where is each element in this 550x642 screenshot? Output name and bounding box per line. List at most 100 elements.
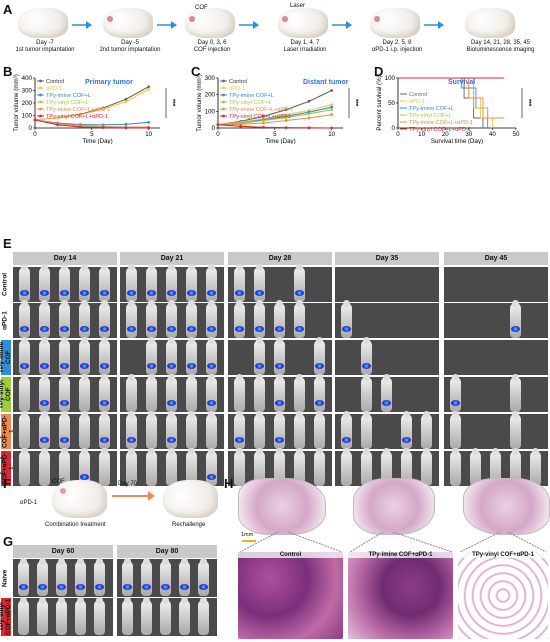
mouse-image [99,337,110,375]
mouse-image [314,411,325,449]
day-header: Day 35 [335,252,439,265]
mouse-image [99,264,110,302]
bioluminescence-signal [147,363,156,369]
mouse-image [294,374,305,412]
mouse-image [59,411,70,449]
chart-title: Primary tumor [85,79,133,86]
bioluminescence-signal [511,326,520,332]
mouse-image [79,337,90,375]
timeline-day: Day 1, 4, 7 [290,40,320,46]
timeline-event: Bioluminescence imaging [466,46,535,53]
bioluminescence-signal [275,326,284,332]
mouse-illustration-rechallenge [163,480,218,518]
data-point [101,107,105,111]
day-header: Day 45 [444,252,548,265]
data-point [262,119,265,122]
imaging-cell [444,340,548,375]
mouse-image [450,411,461,449]
mouse-image [421,411,432,449]
mouse-image [510,448,521,486]
mouse-image [198,597,209,635]
mouse-image [206,264,217,302]
mouse-image [141,597,152,635]
mouse-image [37,558,48,596]
panel-label-b: B [3,64,13,79]
mouse-image [254,264,265,302]
arrow-head [438,21,444,29]
mouse-image [79,300,90,338]
bioluminescence-signal [207,474,216,480]
day-70-label: Day 70 [118,481,138,487]
mouse-image [490,448,501,486]
legend-marker [222,100,225,104]
mouse-image [274,374,285,412]
data-point [284,119,288,122]
mouse-image [341,411,352,449]
data-point [262,125,265,129]
legend-marker [39,79,42,83]
mouse-image [39,411,50,449]
mouse-image [254,300,265,338]
bioluminescence-signal [180,584,189,590]
x-tick-label: 0 [33,131,37,138]
imaging-cell [335,340,439,375]
bioluminescence-signal [207,363,216,369]
mouse-image [126,300,137,338]
mouse-image [186,337,197,375]
tumor-spot [189,16,195,22]
bioluminescence-signal [167,290,176,296]
mouse-image [314,337,325,375]
bioluminescence-signal [60,437,69,443]
x-tick-label: 10 [145,131,152,138]
scale-bar-label: 1mm [241,532,254,538]
data-point [330,89,334,92]
x-tick-label: 5 [90,131,94,138]
row-label: αPD-1 [1,303,11,338]
data-point [330,103,334,107]
y-axis-label: Tumor volume (mm³) [13,74,20,132]
bioluminescence-signal [60,290,69,296]
mouse-image [274,337,285,375]
mouse-image [99,411,110,449]
hist-label-vinyl: TPy-vinyl COF+αPD-1 [458,552,548,558]
legend-marker [39,86,42,90]
data-point [330,126,334,130]
bioluminescence-signal [100,400,109,406]
bioluminescence-signal [40,437,49,443]
x-tick-label: 5 [273,131,277,138]
bioluminescence-signal [147,326,156,332]
bioluminescence-signal [199,584,208,590]
mouse-image [530,448,541,486]
y-tick-label: 100 [22,113,33,120]
imaging-cell [228,267,332,302]
significance-label: *** [525,99,532,107]
panel-label-c: C [191,64,201,79]
bioluminescence-signal [255,363,264,369]
data-point [79,125,82,129]
mouse-image [179,558,190,596]
legend-marker [222,93,225,97]
bioluminescence-signal [123,584,132,590]
data-point [330,108,334,112]
data-point [284,108,288,112]
mouse-image [254,411,265,449]
mouse-image [186,264,197,302]
timeline-step-label: Day 1, 4, 7 Laser irradiation [266,40,344,54]
x-tick-label: 40 [489,131,496,138]
mouse-image [141,558,152,596]
mouse-image [234,411,245,449]
bioluminescence-signal [235,437,244,443]
mouse-image [361,448,372,486]
mouse-image [19,264,30,302]
legend-entry: Control [409,92,427,98]
y-axis-label: Tumor volume (mm³) [196,74,203,132]
lung-section-vinyl [463,478,550,535]
row-label: Control [1,267,11,302]
timeline-step-label: Day -5 2nd tumor implantation [91,40,169,54]
timeline-day: Day 2, 5, 8 [382,40,412,46]
imaging-cell [335,303,439,338]
data-point [262,121,265,125]
mouse-image [126,374,137,412]
